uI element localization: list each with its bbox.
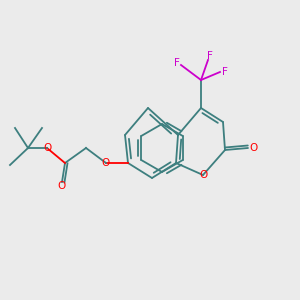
Text: F: F: [207, 51, 213, 61]
Text: O: O: [58, 181, 66, 191]
Text: F: F: [174, 58, 180, 68]
Text: O: O: [199, 170, 207, 180]
Text: O: O: [102, 158, 110, 168]
Text: O: O: [43, 143, 51, 153]
Text: F: F: [222, 67, 228, 77]
Text: O: O: [250, 143, 258, 153]
